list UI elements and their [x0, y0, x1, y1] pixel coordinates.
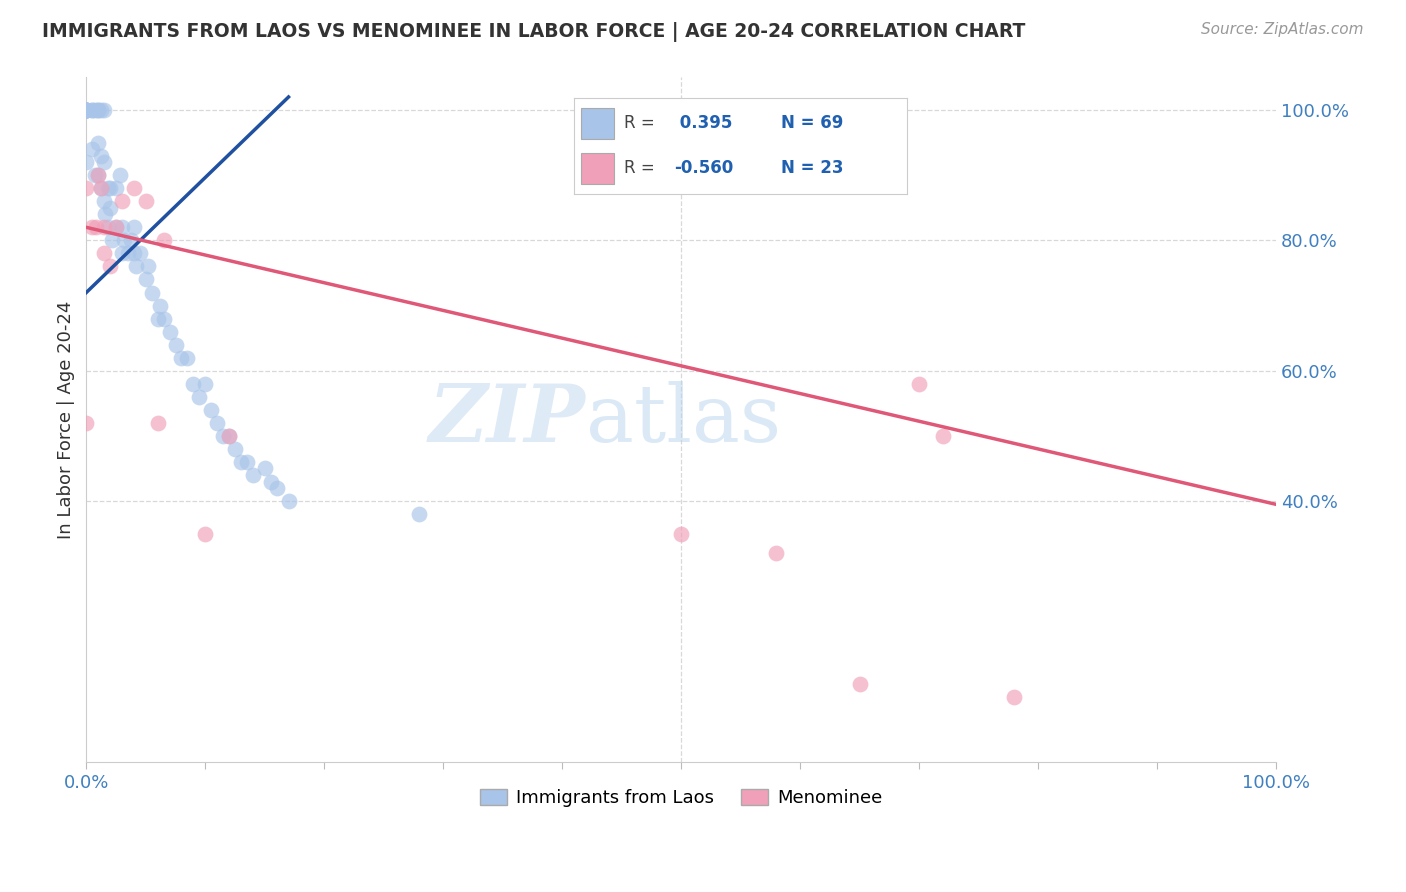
Point: [82, 220, 104, 235]
Point: [128, 246, 150, 260]
Point: [75, 103, 97, 117]
Point: [108, 168, 131, 182]
Point: [75, 416, 97, 430]
Point: [111, 194, 134, 209]
Point: [87, 136, 110, 150]
Point: [146, 311, 169, 326]
Point: [212, 429, 235, 443]
Point: [908, 376, 931, 391]
Point: [135, 272, 157, 286]
Point: [176, 351, 198, 365]
Text: IMMIGRANTS FROM LAOS VS MENOMINEE IN LABOR FORCE | AGE 20-24 CORRELATION CHART: IMMIGRANTS FROM LAOS VS MENOMINEE IN LAB…: [42, 22, 1025, 42]
Point: [205, 416, 228, 430]
Point: [117, 246, 139, 260]
Point: [75, 103, 97, 117]
Point: [75, 155, 97, 169]
Point: [277, 494, 299, 508]
Point: [82, 103, 104, 117]
Point: [111, 246, 134, 260]
Point: [90, 181, 112, 195]
Point: [260, 475, 283, 489]
Point: [75, 103, 97, 117]
Point: [122, 246, 145, 260]
Point: [97, 181, 120, 195]
Text: Source: ZipAtlas.com: Source: ZipAtlas.com: [1201, 22, 1364, 37]
Point: [98, 201, 121, 215]
Point: [152, 233, 174, 247]
Point: [87, 168, 110, 182]
Point: [75, 103, 97, 117]
Point: [122, 181, 145, 195]
Point: [97, 220, 120, 235]
Point: [84, 220, 107, 235]
Point: [236, 455, 259, 469]
Point: [105, 220, 128, 235]
Point: [105, 220, 128, 235]
Point: [218, 429, 240, 443]
Point: [93, 103, 115, 117]
Point: [141, 285, 163, 300]
Point: [87, 103, 110, 117]
Text: ZIP: ZIP: [429, 381, 586, 458]
Point: [98, 260, 121, 274]
Point: [188, 390, 211, 404]
Point: [83, 168, 105, 182]
Point: [90, 148, 112, 162]
Point: [98, 181, 121, 195]
Point: [83, 103, 105, 117]
Point: [101, 233, 124, 247]
Point: [159, 325, 181, 339]
Point: [194, 526, 217, 541]
Point: [90, 103, 112, 117]
Point: [253, 461, 276, 475]
Point: [1002, 690, 1025, 704]
Point: [135, 194, 157, 209]
Point: [229, 455, 252, 469]
Point: [125, 260, 148, 274]
Point: [93, 155, 115, 169]
Point: [121, 233, 143, 247]
Point: [87, 103, 110, 117]
Point: [87, 168, 110, 182]
Point: [111, 220, 134, 235]
Point: [146, 416, 169, 430]
Point: [94, 207, 117, 221]
Point: [408, 507, 430, 521]
Point: [122, 220, 145, 235]
Point: [82, 103, 104, 117]
Point: [136, 260, 159, 274]
Point: [932, 429, 955, 443]
Point: [75, 103, 97, 117]
Point: [105, 181, 128, 195]
Legend: Immigrants from Laos, Menominee: Immigrants from Laos, Menominee: [472, 781, 890, 814]
Text: atlas: atlas: [586, 381, 782, 458]
Point: [93, 194, 115, 209]
Point: [75, 181, 97, 195]
Point: [848, 676, 870, 690]
Point: [170, 351, 193, 365]
Y-axis label: In Labor Force | Age 20-24: In Labor Force | Age 20-24: [58, 301, 75, 539]
Point: [200, 402, 222, 417]
Point: [75, 103, 97, 117]
Point: [218, 429, 240, 443]
Point: [75, 103, 97, 117]
Point: [224, 442, 246, 456]
Point: [194, 376, 217, 391]
Point: [152, 311, 174, 326]
Point: [149, 299, 172, 313]
Point: [266, 481, 288, 495]
Point: [165, 337, 187, 351]
Point: [75, 103, 97, 117]
Point: [242, 468, 264, 483]
Point: [183, 376, 205, 391]
Point: [765, 546, 787, 560]
Point: [93, 220, 115, 235]
Point: [75, 103, 97, 117]
Point: [112, 233, 135, 247]
Point: [93, 246, 115, 260]
Point: [669, 526, 692, 541]
Point: [90, 181, 112, 195]
Point: [82, 142, 104, 156]
